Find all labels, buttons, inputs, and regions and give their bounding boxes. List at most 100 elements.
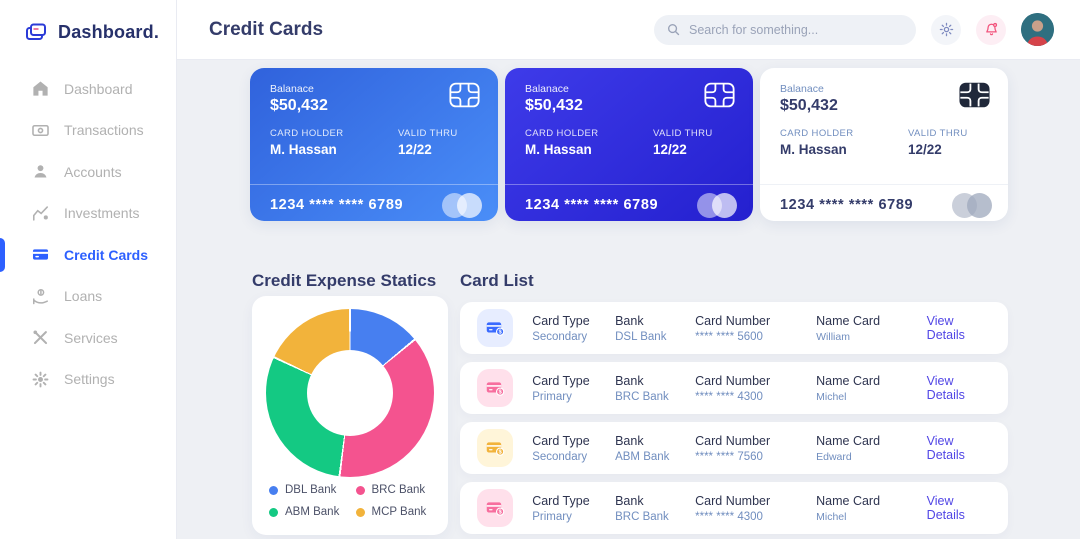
notifications-button[interactable]	[976, 14, 1006, 45]
holder-name: M. Hassan	[525, 142, 592, 157]
name-card-value: William	[816, 330, 850, 343]
sidebar-item-label: Settings	[64, 371, 115, 388]
legend-dot	[269, 485, 278, 495]
legend-item: ABM Bank	[269, 506, 356, 518]
card-coin-icon: $	[477, 309, 514, 347]
bank-value: BRC Bank	[615, 510, 669, 523]
brand-name: Dashboard.	[58, 21, 160, 42]
chip-icon	[449, 82, 480, 113]
card-number-value: **** **** 7560	[695, 450, 763, 463]
credit-card-tile-blue[interactable]: Balanace $50,432 CARD HOLDER M. Hassan V…	[250, 68, 498, 221]
donut-chart[interactable]	[266, 309, 434, 477]
credit-card-tile-indigo[interactable]: Balanace $50,432 CARD HOLDER M. Hassan V…	[505, 68, 753, 221]
card-divider	[250, 184, 498, 185]
search-input[interactable]	[689, 22, 904, 37]
card-list: $ Card Type Secondary Bank DSL Bank Card N…	[460, 302, 1008, 534]
col-card-number: Card Number	[695, 313, 771, 328]
sidebar-item-credit-cards[interactable]: Credit Cards	[0, 234, 176, 276]
sidebar-item-label: Accounts	[64, 163, 122, 180]
search-icon	[666, 22, 681, 37]
card-type-value: Secondary	[532, 450, 588, 463]
sidebar-item-label: Transactions	[64, 122, 144, 139]
card-coin-icon: $	[477, 429, 514, 467]
balance-label: Balanace	[780, 83, 824, 95]
name-card-value: Michel	[816, 510, 847, 523]
balance-value: $50,432	[525, 97, 583, 114]
holder-label: CARD HOLDER	[270, 128, 344, 139]
balance-value: $50,432	[780, 97, 838, 114]
col-bank: Bank	[615, 433, 644, 448]
svg-text:$: $	[498, 509, 502, 515]
name-card-value: Edward	[816, 450, 852, 463]
sidebar-item-investments[interactable]: Investments	[0, 193, 176, 235]
legend-item: BRC Bank	[355, 484, 443, 496]
svg-text:$: $	[498, 449, 502, 455]
name-card-value: Michel	[816, 390, 847, 403]
credit-card-tile-white[interactable]: Balanace $50,432 CARD HOLDER M. Hassan V…	[760, 68, 1008, 221]
brand-logo[interactable]: Dashboard.	[0, 0, 176, 44]
card-list-row: $ Card Type Primary Bank BRC Bank Card Num…	[460, 362, 1008, 414]
balance-label: Balanace	[525, 83, 569, 95]
valid-value: 12/22	[653, 142, 687, 157]
col-card-number: Card Number	[695, 433, 771, 448]
legend-label: DBL Bank	[285, 484, 337, 496]
svg-text:$: $	[498, 389, 502, 395]
sidebar-item-services[interactable]: Services	[0, 317, 176, 359]
expense-chart-card: DBL Bank BRC Bank ABM Bank MCP Bank	[252, 296, 448, 535]
sidebar-item-label: Credit Cards	[64, 246, 149, 263]
user-avatar[interactable]	[1021, 13, 1054, 46]
col-card-type: Card Type	[532, 493, 590, 508]
col-card-number: Card Number	[695, 373, 771, 388]
credit-card-tiles: Balanace $50,432 CARD HOLDER M. Hassan V…	[250, 68, 1008, 221]
card-number-value: **** **** 5600	[695, 330, 763, 343]
sidebar-item-label: Services	[64, 329, 118, 346]
card-type-value: Primary	[532, 510, 572, 523]
col-name-card: Name Card	[816, 313, 881, 328]
valid-value: 12/22	[398, 142, 432, 157]
holder-name: M. Hassan	[780, 142, 847, 157]
legend-label: ABM Bank	[285, 506, 340, 518]
brand-cards-icon	[24, 20, 48, 44]
credit-card-icon	[31, 245, 50, 264]
legend-dot	[355, 507, 365, 517]
balance-value: $50,432	[270, 97, 328, 114]
loan-hand-icon	[31, 287, 50, 306]
card-type-value: Primary	[532, 390, 572, 403]
settings-button[interactable]	[931, 14, 961, 45]
legend-item: DBL Bank	[269, 484, 356, 496]
balance-label: Balanace	[270, 83, 314, 95]
card-list-row: $ Card Type Secondary Bank ABM Bank Card N…	[460, 422, 1008, 474]
list-section-title: Card List	[460, 271, 534, 290]
search-bar[interactable]	[654, 14, 916, 45]
chart-section-title: Credit Expense Statics	[252, 271, 437, 290]
legend-item: MCP Bank	[355, 506, 443, 518]
card-type-value: Secondary	[532, 330, 588, 343]
view-details-link[interactable]: View Details	[926, 434, 965, 462]
gear-icon	[31, 370, 50, 389]
sidebar-item-dashboard[interactable]: Dashboard	[0, 68, 176, 110]
valid-label: VALID THRU	[653, 128, 713, 139]
view-details-link[interactable]: View Details	[926, 494, 965, 522]
legend-label: BRC Bank	[371, 484, 426, 496]
topbar: Credit Cards	[177, 0, 1080, 60]
holder-label: CARD HOLDER	[780, 128, 854, 139]
card-number: 1234 **** **** 6789	[270, 197, 404, 213]
holder-label: CARD HOLDER	[525, 128, 599, 139]
sidebar-item-loans[interactable]: Loans	[0, 276, 176, 318]
view-details-link[interactable]: View Details	[926, 374, 965, 402]
sidebar-item-settings[interactable]: Settings	[0, 359, 176, 401]
bank-value: BRC Bank	[615, 390, 669, 403]
sidebar-item-label: Loans	[64, 288, 103, 305]
sidebar-item-accounts[interactable]: Accounts	[0, 151, 176, 193]
chip-icon	[959, 82, 990, 113]
col-card-type: Card Type	[532, 313, 590, 328]
col-bank: Bank	[615, 373, 644, 388]
card-number: 1234 **** **** 6789	[525, 197, 659, 213]
legend-dot	[269, 507, 278, 517]
card-number: 1234 **** **** 6789	[780, 197, 914, 213]
sidebar-item-transactions[interactable]: Transactions	[0, 110, 176, 152]
col-card-type: Card Type	[532, 433, 590, 448]
view-details-link[interactable]: View Details	[926, 314, 965, 342]
valid-value: 12/22	[908, 142, 942, 157]
trend-chart-icon	[31, 204, 50, 223]
